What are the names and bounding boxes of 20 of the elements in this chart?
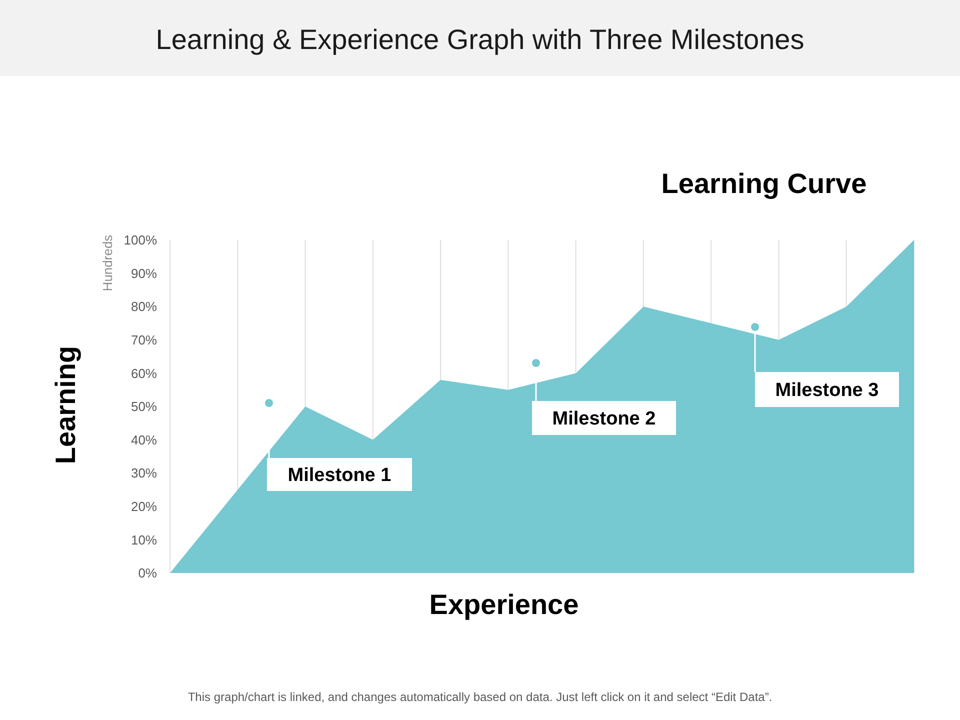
y-tick-label: 60% [130, 366, 158, 381]
y-tick-label: 10% [130, 532, 158, 548]
y-tick-label: 0% [138, 566, 158, 581]
chart-title: Learning & Experience Graph with Three Milestones [156, 24, 804, 55]
y-tick-label: 50% [130, 399, 158, 414]
y-tick-label: 30% [130, 466, 158, 481]
annotation: Milestone 1 [288, 465, 392, 486]
y-axis-title: Learning [50, 346, 81, 464]
text: Hundreds [100, 234, 115, 292]
y-tick-label: 100% [124, 232, 158, 248]
x-axis-title: Experience [429, 589, 579, 620]
y-tick-label: 40% [130, 432, 158, 448]
text: This graph/chart is linked, and changes automatically based on data. Just left click on it and select “Edit Data”. [188, 690, 772, 704]
annotation: Milestone 2 [552, 408, 656, 430]
y-tick-label: 20% [130, 499, 158, 514]
chart-subtitle: Learning Curve [661, 168, 867, 199]
y-tick-label: 90% [130, 266, 158, 281]
y-tick-label: 80% [130, 299, 158, 314]
annotation: Milestone 3 [775, 380, 879, 401]
y-tick-label: 70% [130, 332, 158, 348]
